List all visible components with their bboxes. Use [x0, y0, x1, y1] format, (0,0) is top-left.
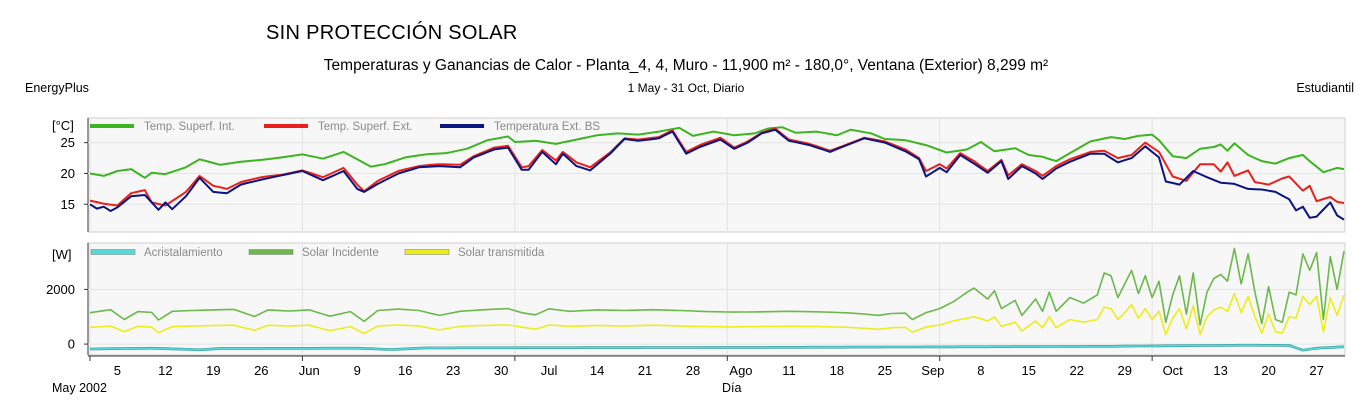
x-axis-title: Día — [722, 381, 742, 395]
date-range: 1 May - 31 Oct, Diario — [627, 81, 745, 95]
y-tick-label: 20 — [61, 166, 75, 181]
heat-gain-panel: 0 2000 [W] Acristalamiento Solar Incidente So… — [46, 242, 1346, 356]
x-tick-label: 13 — [1213, 363, 1227, 378]
legend-label: Temp. Superf. Int. — [144, 121, 235, 133]
y-tick-label: 15 — [61, 197, 75, 212]
x-tick-label: Jun — [299, 363, 320, 378]
plot-frame — [87, 117, 1346, 233]
x-tick-label: Sep — [921, 363, 944, 378]
legend-swatch — [404, 249, 450, 255]
series-line-temp-0 — [89, 126, 1345, 179]
legend-label: Solar Incidente — [302, 247, 379, 259]
legend-label: Temp. Superf. Ext. — [318, 121, 413, 133]
x-tick-label: 12 — [158, 363, 172, 378]
x-tick-label: 27 — [1309, 363, 1323, 378]
legend-label: Solar transmitida — [458, 247, 545, 259]
x-tick-label: 15 — [1022, 363, 1036, 378]
x-tick-label: 8 — [977, 363, 984, 378]
x-tick-label: 21 — [638, 363, 652, 378]
x-tick-label: 20 — [1261, 363, 1275, 378]
x-tick-label: 23 — [446, 363, 460, 378]
brand-label: EnergyPlus — [25, 81, 89, 95]
x-tick-label: 29 — [1117, 363, 1131, 378]
plot-frame — [87, 242, 1346, 356]
x-tick-label: 30 — [494, 363, 508, 378]
y-axis-unit: [°C] — [52, 118, 74, 133]
x-tick-label: 28 — [686, 363, 700, 378]
series-line-gain-1 — [89, 247, 1345, 326]
series-line-gain-2 — [89, 292, 1345, 336]
x-tick-label: 25 — [878, 363, 892, 378]
series-line-temp-2 — [89, 128, 1345, 221]
legend-label: Temperatura Ext. BS — [494, 121, 600, 133]
x-tick-label: 22 — [1070, 363, 1084, 378]
series-line-gain-0 — [89, 344, 1345, 351]
x-tick-label: 5 — [114, 363, 121, 378]
y-tick-label: 0 — [68, 337, 75, 352]
legend-swatch — [248, 249, 294, 255]
temperature-panel: 15 20 25 [°C] Temp. Superf. Int. Temp. Superf… — [52, 117, 1346, 233]
x-tick-label: Jul — [541, 363, 558, 378]
legend-swatch — [90, 249, 136, 255]
x-tick-label: 9 — [354, 363, 361, 378]
page-heading: SIN PROTECCIÓN SOLAR — [266, 22, 518, 44]
x-tick-label: 19 — [206, 363, 220, 378]
chart-title: Temperaturas y Ganancias de Calor - Plan… — [323, 57, 1049, 74]
x-tick-label: 11 — [782, 363, 796, 378]
x-tick-label: 14 — [590, 363, 604, 378]
y-tick-label: 2000 — [46, 282, 75, 297]
legend-label: Acristalamiento — [144, 247, 223, 259]
x-tick-label: 26 — [254, 363, 268, 378]
x-axis: 5 12 19 26 Jun 9 16 23 30 Jul 14 21 28 Ago 11 18 25 Sep 8 1… — [88, 355, 1345, 378]
x-tick-label: Oct — [1163, 363, 1184, 378]
user-label: Estudiantil — [1296, 81, 1354, 95]
x-axis-start-label: May 2002 — [52, 381, 107, 395]
x-tick-label: Ago — [729, 363, 752, 378]
x-tick-label: 18 — [830, 363, 844, 378]
x-tick-label: 16 — [398, 363, 412, 378]
y-axis-unit: [W] — [52, 247, 72, 262]
y-tick-label: 25 — [61, 135, 75, 150]
